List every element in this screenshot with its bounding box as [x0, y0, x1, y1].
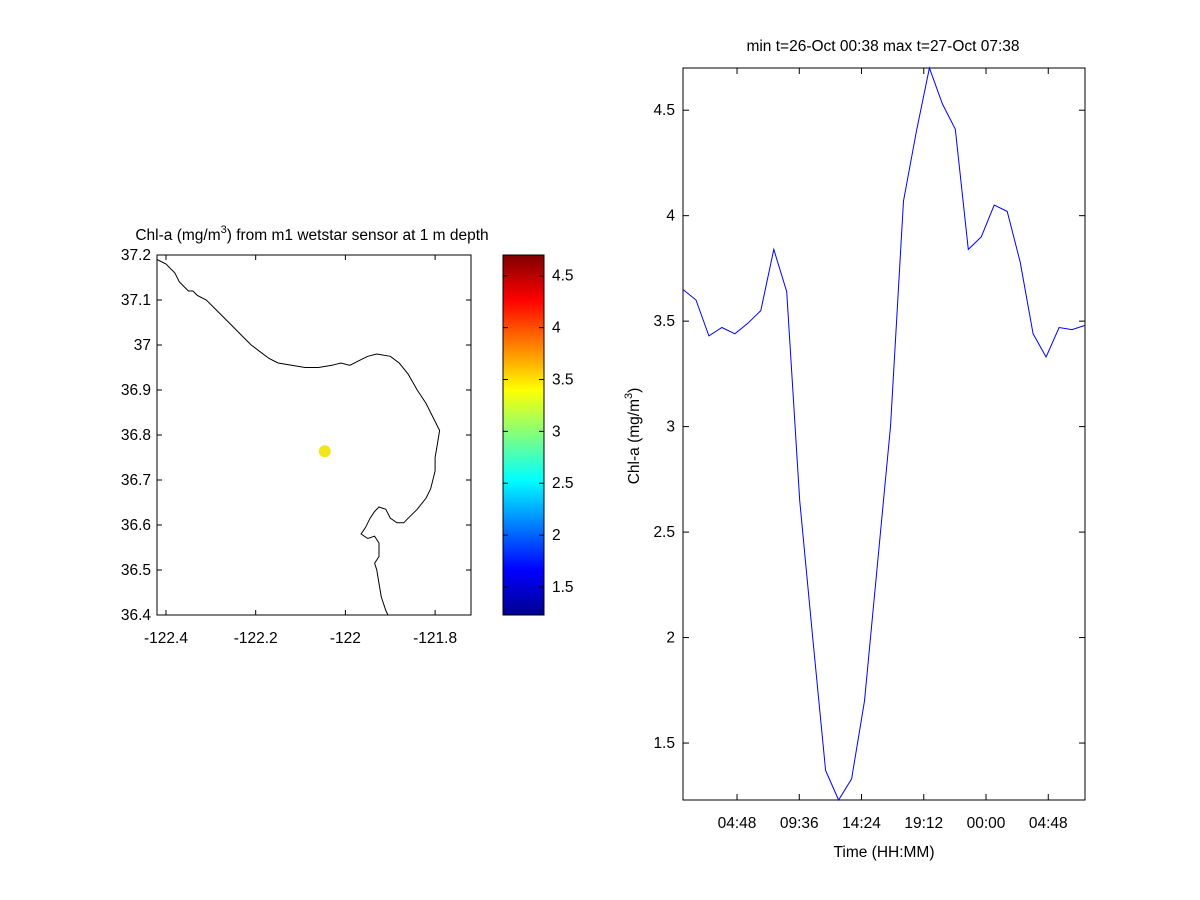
timeseries-panel: min t=26-Oct 00:38 max t=27-Oct 07:38 04…: [623, 38, 1086, 861]
map-x-tick-label: -121.8: [413, 630, 457, 647]
timeseries-y-tick-label: 1.5: [653, 735, 675, 752]
colorbar-tick-label: 2.5: [552, 475, 574, 492]
timeseries-y-tick-label: 2: [666, 630, 675, 647]
map-y-tick-label: 36.8: [121, 427, 151, 444]
timeseries-axes-box: [682, 67, 1086, 801]
map-y-tick-label: 36.5: [121, 562, 151, 579]
map-x-tick-label: -122: [330, 630, 361, 647]
timeseries-y-label: Chl-a (mg/m3): [623, 388, 643, 485]
map-y-tick-label: 37: [134, 337, 151, 354]
colorbar-tick-label: 1.5: [552, 579, 574, 596]
timeseries-title: min t=26-Oct 00:38 max t=27-Oct 07:38: [746, 38, 1019, 55]
colorbar-tick-label: 4.5: [552, 268, 574, 285]
timeseries-x-tick-label: 00:00: [967, 815, 1006, 832]
timeseries-x-ticks: 04:48 09:36 14:24 19:12 00:00 04:48: [718, 68, 1068, 832]
map-axes-box: [156, 254, 472, 616]
timeseries-x-tick-label: 04:48: [1029, 815, 1068, 832]
mooring-points: [318, 445, 331, 458]
map-panel: Chl-a (mg/m3) from m1 wetstar sensor at …: [121, 224, 489, 647]
colorbar-tick-label: 3.5: [552, 371, 574, 388]
map-y-tick-label: 36.9: [121, 382, 151, 399]
colorbar-gradient: [502, 254, 545, 616]
map-y-tick-label: 36.7: [121, 472, 151, 489]
map-y-tick-label: 37.2: [121, 247, 151, 264]
timeseries-y-tick-label: 4.5: [653, 102, 675, 119]
timeseries-x-tick-label: 14:24: [842, 815, 881, 832]
map-y-tick-label: 37.1: [121, 292, 151, 309]
timeseries-y-tick-label: 3: [666, 419, 675, 436]
map-y-tick-label: 36.6: [121, 517, 151, 534]
timeseries-x-label: Time (HH:MM): [833, 844, 934, 861]
colorbar-tick-label: 4: [552, 320, 561, 337]
coastline: [156, 259, 441, 616]
timeseries-y-tick-label: 3.5: [653, 313, 675, 330]
timeseries-y-ticks: 1.5 2 2.5 3 3.5 4 4.5: [653, 102, 1085, 752]
colorbar-ticks: 1.5 2 2.5 3 3.5 4 4.5: [503, 268, 574, 596]
map-title: Chl-a (mg/m3) from m1 wetstar sensor at …: [135, 224, 488, 244]
timeseries-x-tick-label: 09:36: [780, 815, 819, 832]
timeseries-x-tick-label: 04:48: [718, 815, 757, 832]
timeseries-x-tick-label: 19:12: [904, 815, 943, 832]
map-y-tick-label: 36.4: [121, 607, 152, 624]
timeseries-y-tick-label: 2.5: [653, 524, 675, 541]
chl-a-series-line: [682, 66, 1086, 802]
timeseries-y-tick-label: 4: [666, 208, 675, 225]
map-y-ticks: 36.4 36.5 36.6 36.7 36.8 36.9 37 37.1 37.2: [121, 247, 471, 624]
map-x-tick-label: -122.2: [234, 630, 278, 647]
colorbar-tick-label: 3: [552, 423, 561, 440]
colorbar-tick-label: 2: [552, 527, 561, 544]
map-x-ticks: -122.4 -122.2 -122 -121.8: [144, 255, 457, 647]
colorbar: 1.5 2 2.5 3 3.5 4 4.5: [502, 254, 574, 616]
map-x-tick-label: -122.4: [144, 630, 188, 647]
mooring-point: [318, 445, 331, 458]
